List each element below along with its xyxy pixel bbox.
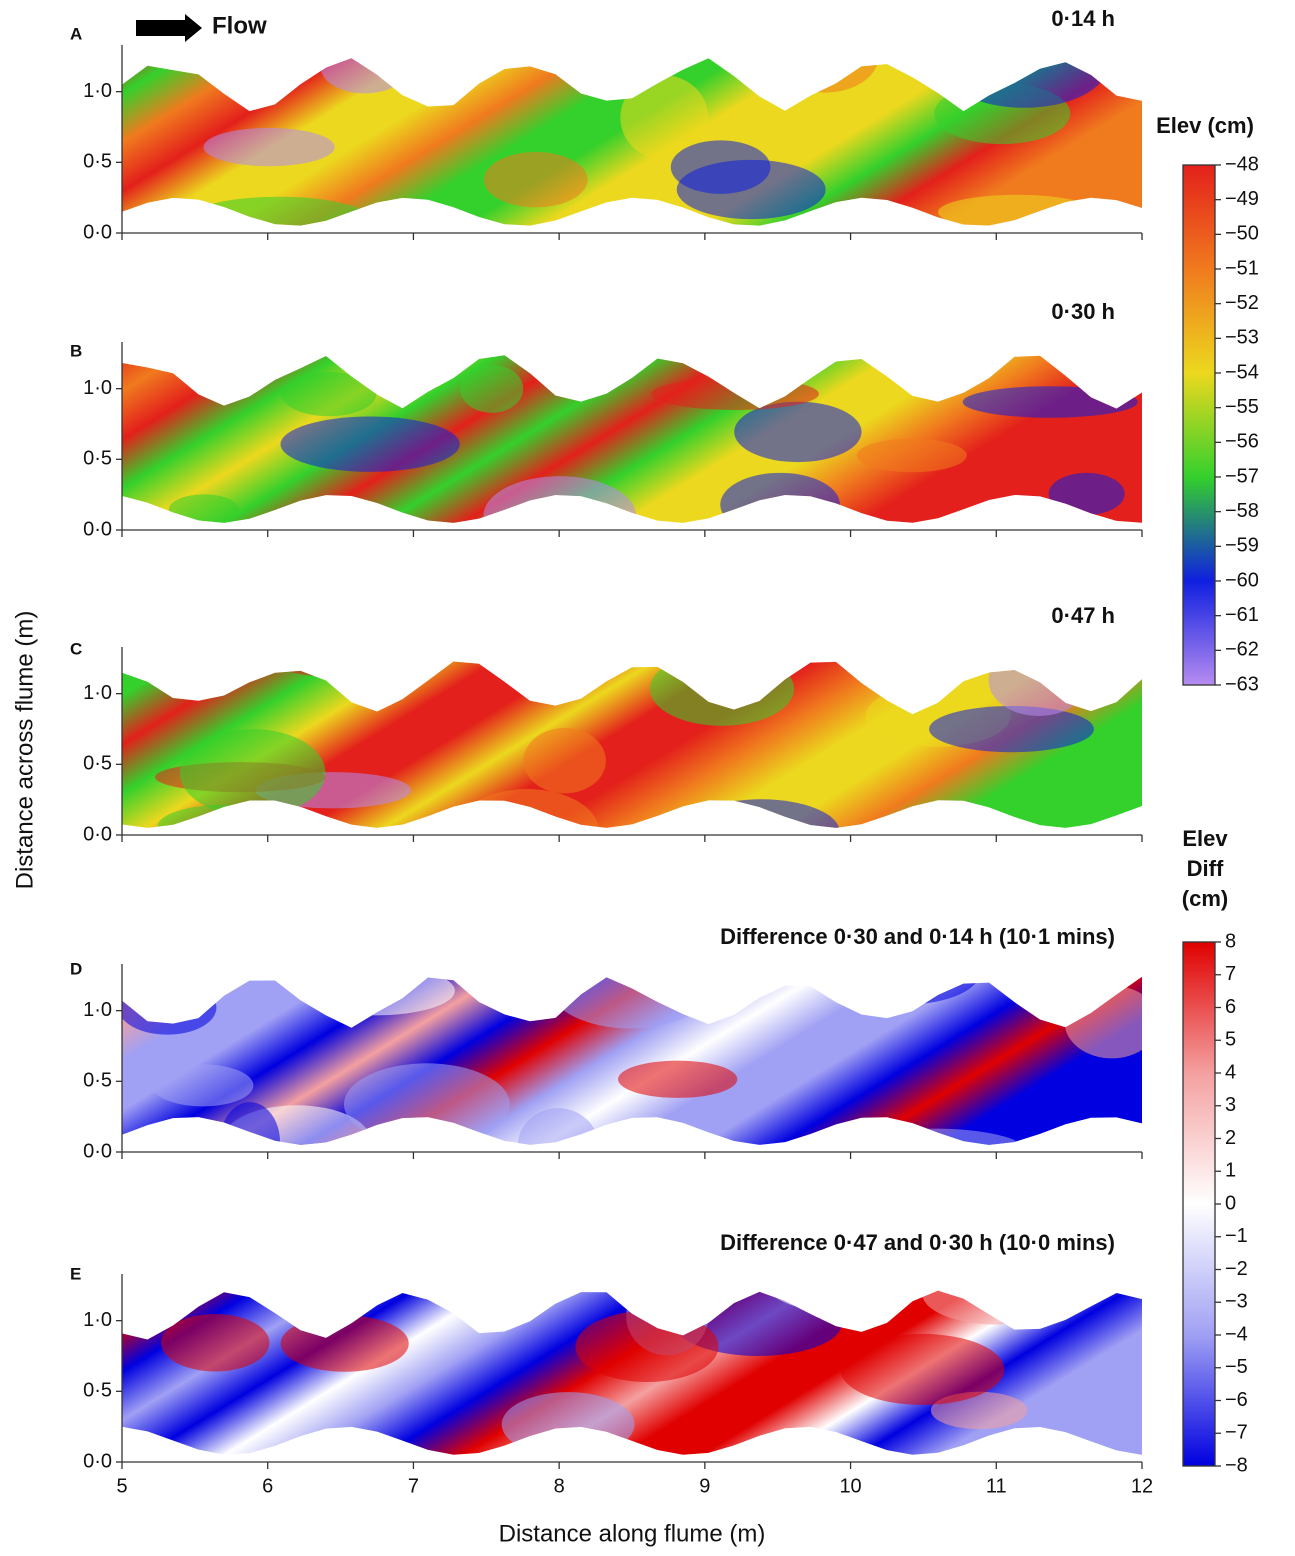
surface-map [122,976,1142,1145]
x-tick-label: 5 [116,1475,127,1497]
colorbar-tick-label: −63 [1225,673,1259,695]
y-tick-label: 0·5 [83,448,112,470]
y-tick-label: 1·0 [83,999,112,1021]
y-tick-label: 1·0 [83,1309,112,1331]
colorbar-tick-label: 6 [1225,996,1236,1018]
panel-title: Difference 0·30 and 0·14 h (10·1 mins) [720,924,1115,949]
panel-letter: E [70,1264,81,1283]
colorbar-tick-label: −59 [1225,535,1259,557]
flow-label: Flow [212,12,267,39]
colorbar-tick-label: −55 [1225,396,1259,418]
panel-title: 0·14 h [1051,6,1115,31]
panel-letter: A [70,24,82,43]
y-tick-label: 0·0 [83,1140,112,1162]
colorbar-tick-label: −4 [1225,1323,1248,1345]
x-tick-label: 8 [554,1475,565,1497]
colorbar-tick-label: −49 [1225,188,1259,210]
y-tick-label: 0·5 [83,1070,112,1092]
colorbar-tick-label: 1 [1225,1160,1236,1182]
y-tick-label: 1·0 [83,80,112,102]
colorbar-tick-label: 2 [1225,1127,1236,1149]
y-tick-label: 0·5 [83,1380,112,1402]
y-tick-label: 1·0 [83,377,112,399]
colorbar-tick-label: 4 [1225,1061,1236,1083]
flow-arrow [136,14,202,42]
surface-map [122,355,1142,523]
panel-letter: D [70,959,82,978]
colorbar-tick-label: −62 [1225,639,1259,661]
y-tick-label: 1·0 [83,682,112,704]
y-tick-label: 0·0 [83,518,112,540]
x-tick-label: 12 [1131,1475,1153,1497]
surface-map [122,58,1142,226]
colorbar-title: Elev [1182,826,1228,851]
colorbar-tick-label: 7 [1225,963,1236,985]
colorbar-title: Elev (cm) [1156,113,1254,138]
y-tick-label: 0·5 [83,151,112,173]
colorbar-title: Diff [1187,856,1224,881]
colorbar-tick-label: −51 [1225,257,1259,279]
colorbar-tick-label: −53 [1225,327,1259,349]
y-tick-label: 0·0 [83,1450,112,1472]
colorbar-tick-label: −6 [1225,1389,1248,1411]
colorbar-tick-label: 0 [1225,1192,1236,1214]
colorbar-tick-label: −2 [1225,1258,1248,1280]
panel-title: Difference 0·47 and 0·30 h (10·0 mins) [720,1230,1115,1255]
x-tick-label: 9 [699,1475,710,1497]
colorbar [1182,941,1216,1467]
x-tick-label: 6 [262,1475,273,1497]
colorbar-tick-label: −56 [1225,431,1259,453]
panel-title: 0·47 h [1051,603,1115,628]
colorbar-title: (cm) [1182,886,1228,911]
panel-letter: C [70,639,82,658]
colorbar-tick-label: −5 [1225,1356,1248,1378]
x-tick-label: 10 [839,1475,861,1497]
y-axis-label: Distance across flume (m) [11,611,38,890]
colorbar-tick-label: 3 [1225,1094,1236,1116]
panel-title: 0·30 h [1051,299,1115,324]
y-tick-label: 0·0 [83,221,112,243]
colorbar-tick-label: −60 [1225,569,1259,591]
colorbar-tick-label: −57 [1225,465,1259,487]
colorbar-tick-label: −61 [1225,604,1259,626]
y-tick-label: 0·5 [83,753,112,775]
colorbar-tick-label: 8 [1225,930,1236,952]
colorbar-tick-label: −7 [1225,1422,1248,1444]
colorbar-tick-label: −54 [1225,361,1259,383]
x-tick-label: 7 [408,1475,419,1497]
colorbar-tick-label: −3 [1225,1291,1248,1313]
x-axis-label: Distance along flume (m) [499,1520,766,1547]
colorbar-tick-label: −8 [1225,1454,1248,1476]
colorbar [1182,164,1216,686]
colorbar-tick-label: −1 [1225,1225,1248,1247]
colorbar-tick-label: −58 [1225,500,1259,522]
surface-map [122,1290,1142,1455]
surface-map [122,661,1142,828]
colorbar-tick-label: 5 [1225,1029,1236,1051]
colorbar-tick-label: −48 [1225,153,1259,175]
colorbar-tick-label: −50 [1225,223,1259,245]
colorbar-tick-label: −52 [1225,292,1259,314]
x-tick-label: 11 [986,1475,1007,1497]
y-tick-label: 0·0 [83,823,112,845]
panel-letter: B [70,341,82,360]
